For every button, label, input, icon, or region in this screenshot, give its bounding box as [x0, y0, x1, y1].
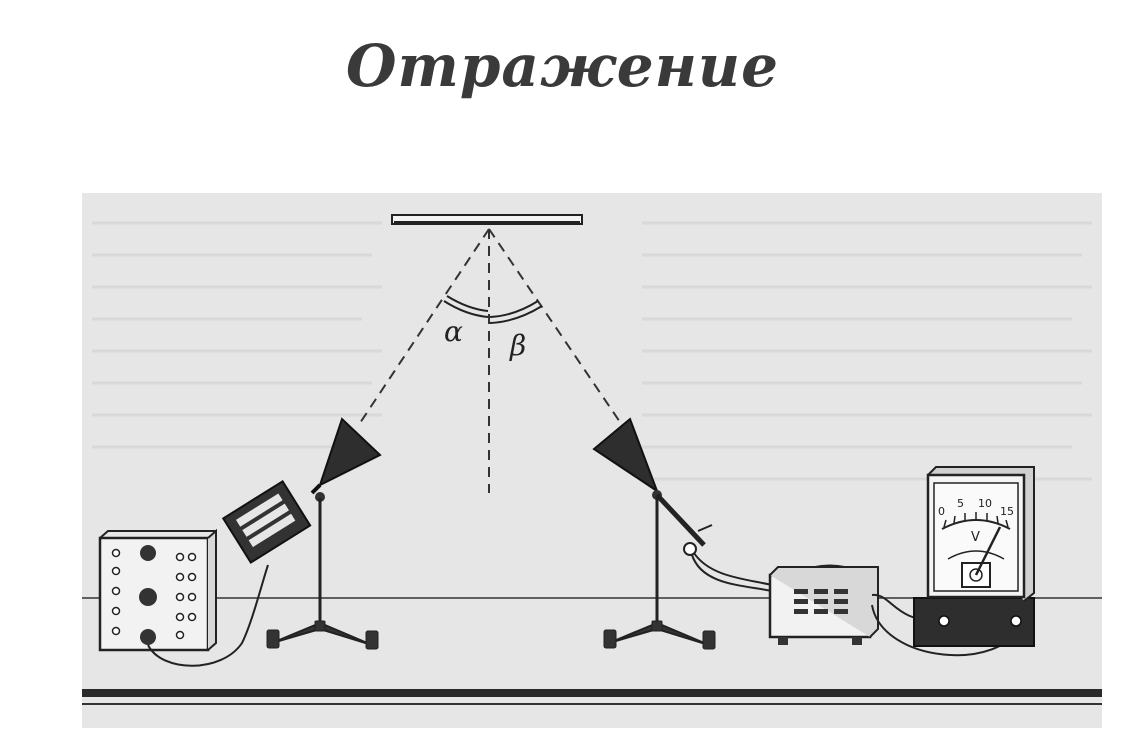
voltmeter-tick-15: 15: [1000, 505, 1014, 518]
base-bar-thin: [82, 703, 1102, 705]
receiver-horn: [592, 417, 662, 500]
voltmeter-tick-0: 0: [938, 505, 945, 518]
reflection-diagram: α β: [82, 193, 1102, 728]
detector-rod: [655, 493, 713, 556]
ray-lines: [359, 228, 623, 493]
angle-arcs: [443, 295, 543, 324]
voltmeter-tick-10: 10: [978, 497, 992, 510]
base-bar-thick: [82, 689, 1102, 697]
voltmeter-tick-5: 5: [957, 497, 964, 510]
reflecting-plate: [391, 214, 583, 225]
voltmeter: 0 5 10 15 V: [913, 466, 1035, 647]
amplifier-box: [768, 564, 879, 645]
generator-cable: [147, 564, 269, 667]
page-title: Отражение: [345, 32, 779, 100]
generator-knob-2: [139, 588, 157, 606]
detector-cable-1: [691, 554, 773, 592]
signal-generator: [98, 528, 217, 652]
generator-knob-1: [140, 545, 156, 561]
emitter-horn: [310, 417, 382, 502]
receiver-stand: [603, 498, 716, 650]
voltmeter-needle: [974, 526, 1002, 576]
beta-label: β: [509, 329, 526, 362]
detector-cable-2: [693, 552, 773, 586]
voltmeter-unit: V: [971, 530, 980, 545]
incident-ray: [359, 228, 490, 424]
reflected-ray: [488, 228, 623, 426]
emitter-stand: [266, 498, 379, 650]
generator-knob-3: [140, 629, 156, 645]
background-texture: [92, 221, 1092, 481]
alpha-label: α: [444, 315, 463, 348]
emitter-box: [221, 479, 312, 564]
